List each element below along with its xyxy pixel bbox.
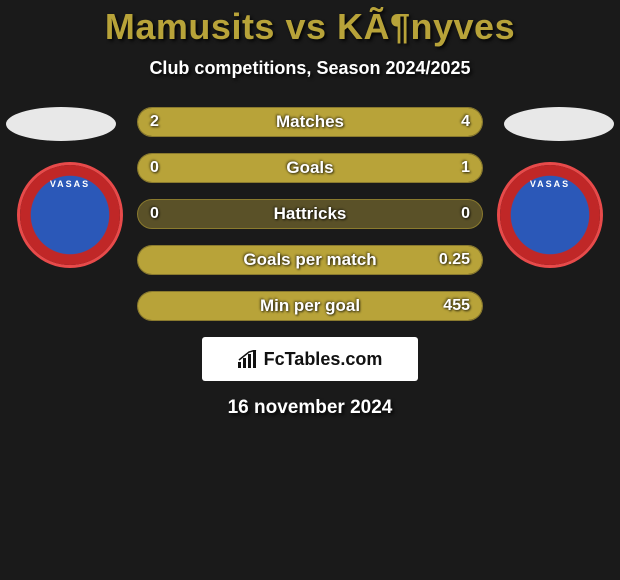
subtitle: Club competitions, Season 2024/2025 — [0, 58, 620, 79]
stat-bar: 0 Hattricks 0 — [137, 199, 483, 229]
stat-bar: 2 Matches 4 — [137, 107, 483, 137]
bar-value-right: 455 — [443, 297, 470, 315]
stat-bar: 0 Goals 1 — [137, 153, 483, 183]
bar-label: Hattricks — [274, 204, 347, 224]
badge-text-left: VASAS — [50, 179, 90, 189]
bar-value-right: 1 — [461, 159, 470, 177]
bar-label: Matches — [276, 112, 344, 132]
badge-text-right: VASAS — [530, 179, 570, 189]
brand-box[interactable]: FcTables.com — [202, 337, 418, 381]
club-badge-right: VASAS — [500, 165, 600, 265]
bar-label: Goals per match — [243, 250, 376, 270]
shadow-ellipse-right — [504, 107, 614, 141]
bar-value-right: 0.25 — [439, 251, 470, 269]
comparison-area: VASAS VASAS 2 Matches 4 0 Goals 1 0 Hattricks 0 G… — [0, 107, 620, 419]
club-badge-left: VASAS — [20, 165, 120, 265]
stats-bars: 2 Matches 4 0 Goals 1 0 Hattricks 0 Goals per mat… — [137, 107, 483, 321]
date-text: 16 november 2024 — [0, 397, 620, 419]
shadow-ellipse-left — [6, 107, 116, 141]
chart-icon — [238, 350, 260, 368]
bar-value-left: 0 — [150, 159, 159, 177]
bar-value-left: 0 — [150, 205, 159, 223]
bar-label: Goals — [286, 158, 333, 178]
bar-label: Min per goal — [260, 296, 360, 316]
page-title: Mamusits vs KÃ¶nyves — [0, 6, 620, 48]
stat-bar: Min per goal 455 — [137, 291, 483, 321]
stat-bar: Goals per match 0.25 — [137, 245, 483, 275]
badge-inner-left: VASAS — [20, 165, 120, 265]
bar-value-left: 2 — [150, 113, 159, 131]
badge-inner-right: VASAS — [500, 165, 600, 265]
brand-text: FcTables.com — [264, 349, 383, 370]
bar-value-right: 4 — [461, 113, 470, 131]
bar-value-right: 0 — [461, 205, 470, 223]
